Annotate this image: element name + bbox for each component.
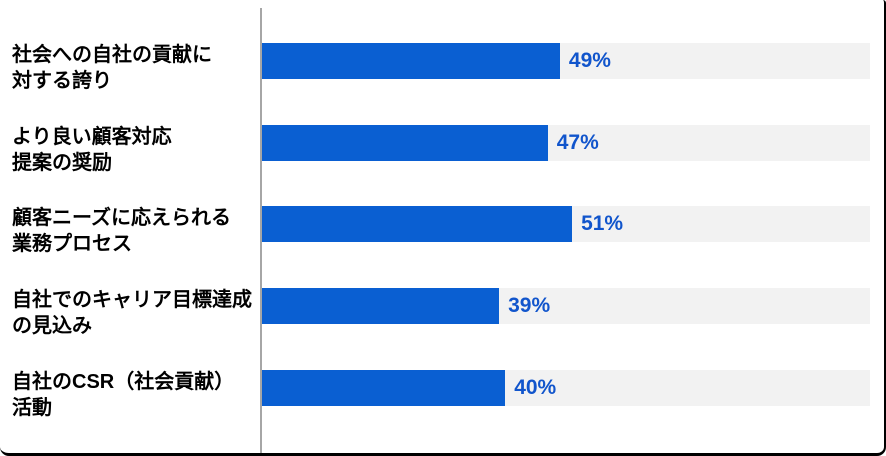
category-label: 自社のCSR（社会貢献） 活動 xyxy=(12,371,235,420)
bar-track: 51% xyxy=(262,206,870,243)
horizontal-bar-chart: 社会への自社の貢献に 対する誇り 49% より良い顧客対応 提案の奨励 47% 顧客ニー… xyxy=(0,20,870,429)
bar-track: 49% xyxy=(262,42,870,79)
bar-row: より良い顧客対応 提案の奨励 47% xyxy=(0,102,870,184)
category-label: 顧客ニーズに応えられる 業務プロセス xyxy=(12,207,231,256)
value-label: 47% xyxy=(556,130,599,154)
value-label: 39% xyxy=(508,294,551,318)
bar-row: 自社でのキャリア目標達成 の見込み 39% xyxy=(0,265,870,347)
value-label: 40% xyxy=(514,376,557,400)
bar-row: 自社のCSR（社会貢献） 活動 40% xyxy=(0,347,870,429)
bar-row: 顧客ニーズに応えられる 業務プロセス 51% xyxy=(0,184,870,266)
category-label: 自社でのキャリア目標達成 の見込み xyxy=(12,289,252,338)
bar xyxy=(262,288,500,325)
bar xyxy=(262,370,506,407)
bar-row: 社会への自社の貢献に 対する誇り 49% xyxy=(0,20,870,102)
bar-track: 47% xyxy=(262,124,870,161)
bar-track: 39% xyxy=(262,288,870,325)
bar xyxy=(262,42,560,79)
value-label: 49% xyxy=(568,48,611,72)
y-axis-line xyxy=(260,8,262,453)
bar xyxy=(262,124,548,161)
category-label: より良い顧客対応 提案の奨励 xyxy=(12,125,172,174)
category-label: 社会への自社の貢献に 対する誇り xyxy=(12,43,212,92)
bar-track: 40% xyxy=(262,370,870,407)
value-label: 51% xyxy=(581,212,624,236)
bar xyxy=(262,206,573,243)
